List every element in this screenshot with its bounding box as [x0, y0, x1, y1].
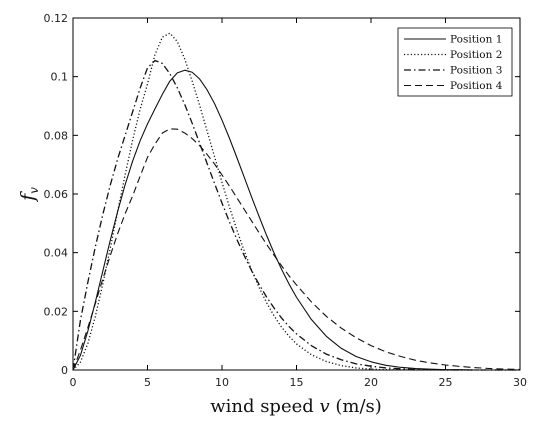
series-line-4	[72, 128, 521, 371]
x-axis-title-variable: v	[320, 396, 330, 417]
legend-label-3: Position 3	[450, 65, 502, 77]
x-axis-title: wind speed v (m/s)	[210, 396, 382, 417]
series-lines	[72, 32, 521, 371]
y-axis-title: fv	[17, 187, 41, 203]
x-axis-title-prefix: wind speed	[210, 396, 319, 417]
series-line-3	[72, 59, 520, 371]
y-tick-label: 0.12	[44, 12, 69, 25]
series-line-1	[72, 69, 520, 371]
x-tick-label: 30	[513, 376, 527, 389]
y-tick-label: 0.04	[44, 247, 69, 260]
axis-ticks: 0 5 10 15 20 25 30 0 0.02 0.04 0.06 0.08 0.1 0.12	[44, 12, 528, 389]
legend-label-1: Position 1	[450, 34, 502, 46]
x-tick-label: 5	[144, 376, 151, 389]
y-tick-label: 0	[61, 364, 68, 377]
svg-text:fv: fv	[17, 187, 41, 203]
x-axis-title-unit: (m/s)	[330, 396, 382, 417]
x-tick-label: 25	[439, 376, 453, 389]
y-tick-label: 0.06	[44, 188, 69, 201]
x-tick-label: 10	[215, 376, 229, 389]
y-axis-title-main: f	[17, 191, 39, 203]
y-tick-label: 0.1	[51, 71, 69, 84]
series-line-2	[72, 32, 520, 371]
x-tick-label: 0	[70, 376, 77, 389]
x-tick-label: 15	[290, 376, 304, 389]
y-tick-label: 0.02	[44, 305, 69, 318]
y-tick-label: 0.08	[44, 129, 69, 142]
x-tick-label: 20	[364, 376, 378, 389]
legend: Position 1 Position 2 Position 3 Position 4	[397, 27, 513, 97]
y-axis-title-subscript: v	[27, 187, 41, 194]
legend-label-4: Position 4	[450, 80, 503, 92]
legend-label-2: Position 2	[450, 49, 502, 61]
